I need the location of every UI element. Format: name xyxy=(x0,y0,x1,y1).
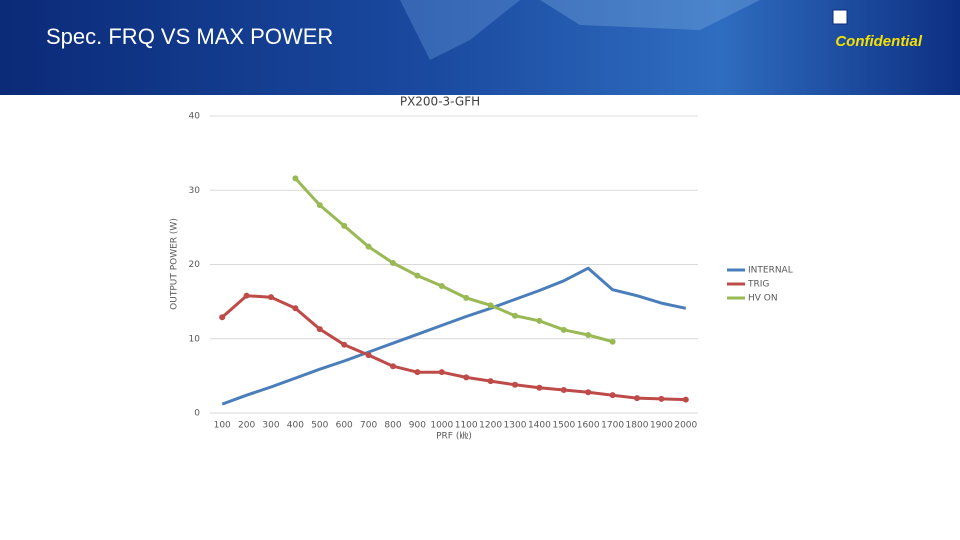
y-tick-label: 30 xyxy=(189,186,201,196)
series-marker xyxy=(658,395,665,402)
series-marker xyxy=(438,369,445,376)
x-tick-label: 700 xyxy=(360,421,377,431)
x-tick-label: 100 xyxy=(214,421,231,431)
header-banner xyxy=(0,0,960,95)
series-line xyxy=(294,177,613,344)
x-tick-label: 500 xyxy=(311,421,328,431)
series-marker xyxy=(414,369,421,376)
legend-label: INTERNAL xyxy=(748,266,793,276)
series-line xyxy=(221,294,686,402)
x-tick-label: 800 xyxy=(384,421,401,431)
series-marker xyxy=(243,292,250,299)
y-tick-label: 40 xyxy=(189,112,201,122)
x-tick-label: 1400 xyxy=(528,421,551,431)
series-marker xyxy=(365,243,372,250)
series-marker xyxy=(463,374,470,381)
series-marker xyxy=(560,326,567,333)
series-marker xyxy=(268,294,274,301)
series-marker xyxy=(463,294,470,301)
series-marker xyxy=(341,222,348,229)
series-marker xyxy=(512,381,518,388)
series-marker xyxy=(487,302,494,309)
series-marker xyxy=(390,363,396,370)
x-tick-label: 1500 xyxy=(552,421,575,431)
series-marker xyxy=(560,386,567,393)
series-marker xyxy=(585,332,592,339)
y-tick-label: 10 xyxy=(189,334,201,344)
x-tick-label: 300 xyxy=(262,421,279,431)
banner-shape xyxy=(400,0,520,60)
series-marker xyxy=(390,260,396,267)
logo xyxy=(832,9,848,25)
series-marker xyxy=(414,272,421,279)
series-marker xyxy=(292,305,299,312)
series-marker xyxy=(609,392,616,399)
slide-title: Spec. FRQ VS MAX POWER xyxy=(46,24,333,49)
series-marker xyxy=(316,202,323,209)
y-tick-label: 0 xyxy=(194,409,200,419)
x-tick-label: 1800 xyxy=(626,421,649,431)
x-tick-label: 1600 xyxy=(577,421,600,431)
legend-label: HV ON xyxy=(748,294,778,304)
series-marker xyxy=(682,396,689,403)
series-marker xyxy=(536,317,543,324)
series-marker xyxy=(292,175,299,182)
series-marker xyxy=(438,283,445,290)
chart-title: PX200-3-GFH xyxy=(400,95,480,109)
x-tick-label: 900 xyxy=(409,421,426,431)
series-marker xyxy=(341,341,348,348)
series-marker xyxy=(536,384,543,391)
x-tick-label: 1200 xyxy=(479,421,502,431)
series-marker xyxy=(634,395,640,402)
x-tick-label: 200 xyxy=(238,421,255,431)
confidential-badge: Confidential xyxy=(835,33,922,50)
x-axis-label: PRF (㎑) xyxy=(436,431,472,442)
series-marker xyxy=(512,312,518,319)
x-tick-label: 1700 xyxy=(601,421,624,431)
series-marker xyxy=(365,352,372,359)
series-marker xyxy=(609,338,616,345)
x-tick-label: 600 xyxy=(336,421,353,431)
x-tick-label: 1000 xyxy=(430,421,453,431)
x-tick-label: 400 xyxy=(287,421,304,431)
y-axis-label: OUTPUT POWER (W) xyxy=(170,218,180,310)
x-tick-label: 2000 xyxy=(674,421,697,431)
series-line xyxy=(221,266,687,406)
y-tick-label: 20 xyxy=(189,260,201,270)
series-marker xyxy=(316,326,323,333)
banner-shape xyxy=(540,0,760,30)
series-marker xyxy=(585,389,592,396)
series-marker xyxy=(219,314,226,321)
legend-label: TRIG xyxy=(747,280,769,290)
x-tick-label: 1300 xyxy=(504,421,527,431)
series-marker xyxy=(487,378,494,385)
x-tick-label: 1900 xyxy=(650,421,673,431)
x-tick-label: 1100 xyxy=(455,421,478,431)
